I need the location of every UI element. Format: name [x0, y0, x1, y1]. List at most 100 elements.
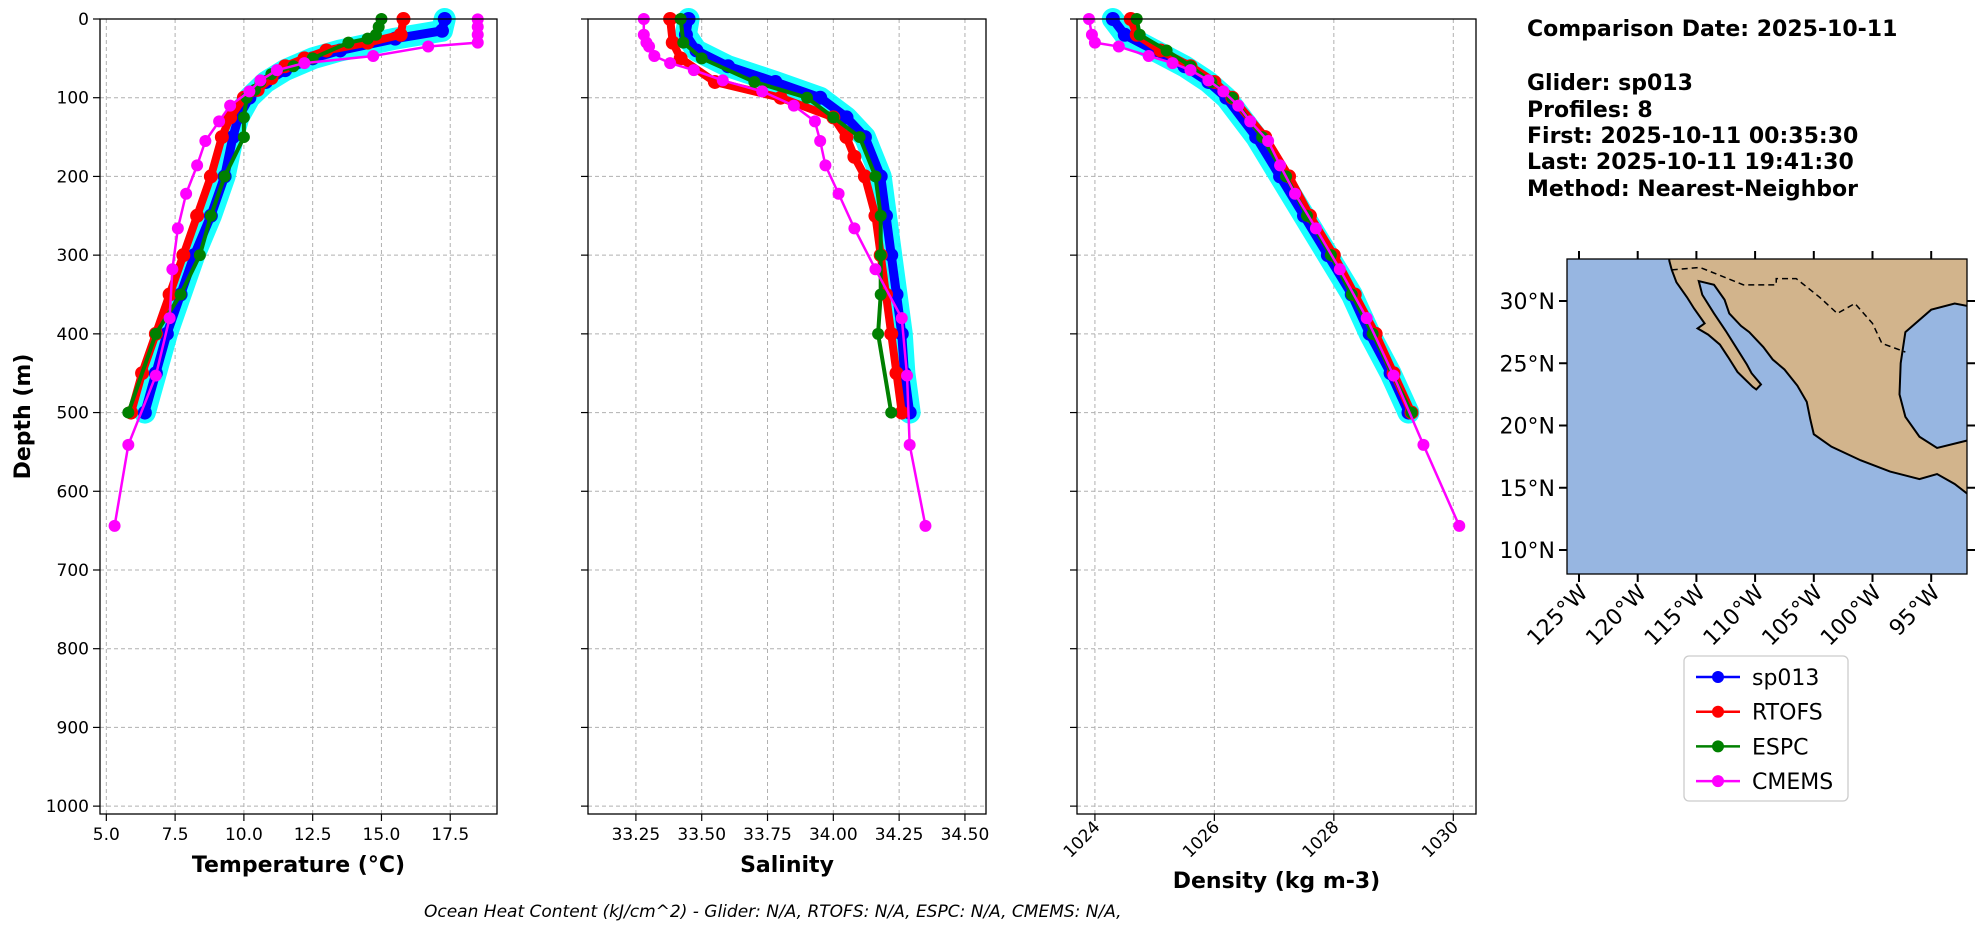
data-point-CMEMS — [149, 369, 162, 382]
data-point-CMEMS — [471, 36, 484, 49]
info-comparison_date: Comparison Date: 2025-10-11 — [1527, 17, 1897, 42]
x-axis-label: Temperature (°C) — [192, 853, 405, 878]
legend-item-CMEMS: CMEMS — [1696, 770, 1833, 795]
lon-tick-label: 100°W — [1816, 580, 1887, 651]
lat-tick-label: 20°N — [1500, 415, 1555, 440]
y-tick-label: 800 — [57, 640, 89, 660]
y-tick-label: 500 — [57, 404, 89, 424]
data-point-ESPC — [874, 288, 887, 301]
data-point-ESPC — [874, 249, 887, 262]
data-point-CMEMS — [643, 40, 656, 53]
data-point-ESPC — [677, 36, 690, 49]
ocean-heat-content-note: Ocean Heat Content (kJ/cm^2) - Glider: N… — [424, 902, 1122, 922]
data-point-CMEMS — [787, 99, 800, 112]
data-point-sp013 — [889, 287, 904, 302]
x-tick-label: 1024 — [1060, 817, 1105, 862]
data-point-sp013 — [813, 90, 828, 105]
data-point-CMEMS — [122, 438, 135, 451]
data-point-CMEMS — [1274, 159, 1287, 172]
data-point-CMEMS — [163, 312, 176, 325]
legend-label: RTOFS — [1752, 701, 1823, 726]
y-tick-label: 100 — [57, 89, 89, 109]
data-point-CMEMS — [1387, 369, 1400, 382]
data-point-sp013 — [1117, 27, 1132, 42]
data-point-CMEMS — [919, 519, 932, 532]
y-tick-label: 900 — [57, 718, 89, 738]
data-point-CMEMS — [1244, 115, 1257, 128]
data-point-ESPC — [1133, 28, 1146, 41]
y-tick-label: 600 — [57, 482, 89, 502]
data-point-CMEMS — [1232, 99, 1245, 112]
data-point-CMEMS — [1360, 312, 1373, 325]
x-tick-label: 1030 — [1418, 817, 1463, 862]
map-frame — [1566, 258, 1968, 575]
data-point-CMEMS — [213, 115, 226, 128]
y-tick-label: 700 — [57, 561, 89, 581]
data-point-ESPC — [193, 249, 206, 262]
data-point-CMEMS — [895, 312, 908, 325]
data-point-CMEMS — [270, 64, 283, 77]
x-tick-label: 5.0 — [93, 825, 120, 845]
data-point-RTOFS — [393, 27, 408, 42]
data-point-CMEMS — [1417, 438, 1430, 451]
series-line-sp013 — [140, 17, 450, 414]
series-line-sp013 — [1109, 16, 1413, 415]
data-point-CMEMS — [808, 115, 821, 128]
y-tick-label: 0 — [78, 10, 89, 30]
data-point-RTOFS — [857, 169, 872, 184]
legend-marker — [1712, 740, 1724, 753]
data-point-ESPC — [801, 91, 814, 104]
data-point-CMEMS — [1112, 40, 1125, 53]
data-point-RTOFS — [847, 149, 862, 164]
data-point-CMEMS — [819, 159, 832, 172]
individual-profiles — [1101, 8, 1420, 424]
data-point-CMEMS — [108, 519, 121, 532]
data-point-CMEMS — [1088, 36, 1101, 49]
lat-tick-label: 30°N — [1500, 290, 1555, 315]
data-point-ESPC — [874, 209, 887, 222]
data-point-CMEMS — [664, 57, 677, 70]
data-point-CMEMS — [1166, 57, 1179, 70]
data-point-CMEMS — [1142, 49, 1155, 62]
data-point-RTOFS — [839, 130, 854, 145]
x-tick-label: 34.25 — [875, 825, 924, 845]
data-point-sp013 — [225, 130, 240, 145]
data-point-RTOFS — [190, 208, 205, 223]
lon-tick-label: 125°W — [1523, 580, 1594, 651]
y-tick-label: 1000 — [46, 797, 89, 817]
x-tick-label: 33.25 — [612, 825, 661, 845]
data-point-CMEMS — [687, 64, 700, 77]
y-tick-label: 400 — [57, 325, 89, 345]
data-point-CMEMS — [1309, 222, 1322, 235]
data-point-CMEMS — [814, 135, 827, 148]
data-point-CMEMS — [166, 263, 179, 276]
data-point-CMEMS — [716, 74, 729, 87]
data-point-CMEMS — [848, 222, 861, 235]
info-glider: Glider: sp013 — [1527, 71, 1693, 96]
data-point-CMEMS — [648, 49, 661, 62]
individual-profiles — [133, 8, 456, 424]
lon-tick-label: 95°W — [1885, 580, 1946, 641]
data-point-sp013 — [434, 23, 449, 38]
data-point-CMEMS — [254, 74, 267, 87]
y-tick-label: 200 — [57, 167, 89, 187]
x-tick-label: 12.5 — [294, 825, 332, 845]
data-point-RTOFS — [665, 35, 680, 50]
data-point-RTOFS — [673, 51, 688, 66]
lon-tick-label: 115°W — [1640, 580, 1711, 651]
data-point-sp013 — [839, 110, 854, 125]
data-point-CMEMS — [1262, 135, 1275, 148]
data-point-ESPC — [748, 75, 761, 88]
data-point-ESPC — [1160, 44, 1173, 57]
data-point-CMEMS — [1217, 85, 1230, 98]
lon-tick-label: 110°W — [1699, 580, 1770, 651]
data-point-ESPC — [218, 170, 231, 183]
data-point-ESPC — [122, 406, 135, 419]
data-point-CMEMS — [1289, 187, 1302, 200]
data-point-CMEMS — [199, 135, 212, 148]
x-tick-label: 34.50 — [941, 825, 990, 845]
legend-marker — [1712, 671, 1724, 683]
data-point-CMEMS — [1202, 74, 1215, 87]
profile-panel-1: 33.25 33.50 33.75 34.00 34.25 34.50 Salinity — [581, 8, 990, 878]
